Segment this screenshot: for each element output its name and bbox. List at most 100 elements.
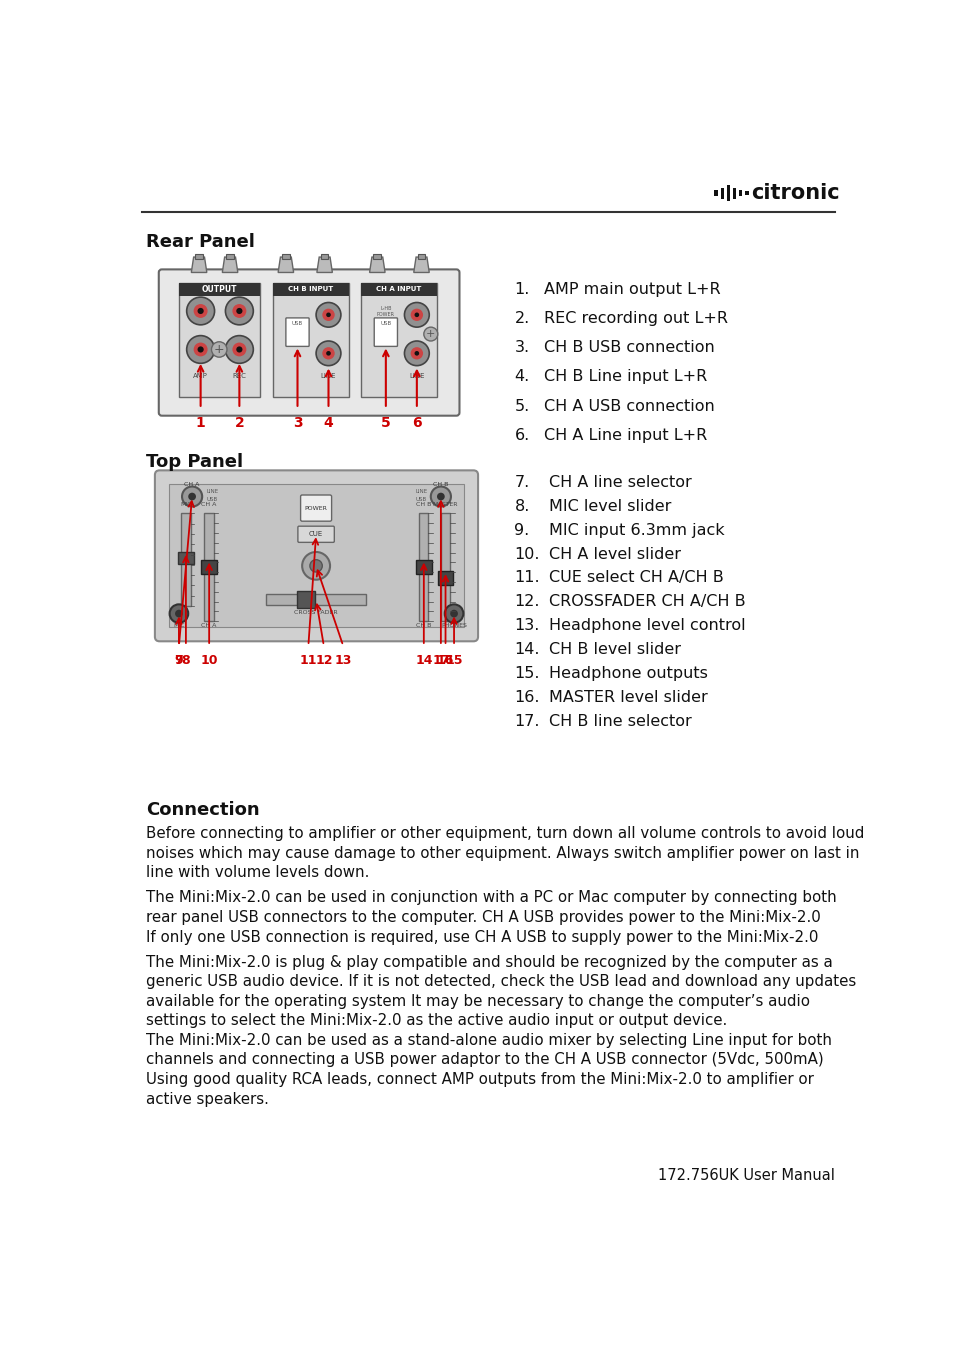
Polygon shape (192, 257, 207, 272)
Circle shape (436, 492, 444, 501)
Circle shape (415, 313, 418, 317)
Circle shape (315, 303, 340, 327)
Circle shape (315, 341, 340, 365)
Bar (720, 188, 723, 199)
Text: 11: 11 (299, 653, 316, 667)
Bar (744, 191, 748, 195)
Bar (373, 254, 381, 258)
Polygon shape (414, 257, 429, 272)
FancyBboxPatch shape (297, 526, 334, 543)
Text: LINE: LINE (206, 490, 218, 494)
Text: 10.: 10. (514, 547, 539, 561)
Bar (360, 283, 436, 295)
Polygon shape (369, 257, 385, 272)
FancyBboxPatch shape (154, 471, 477, 641)
Circle shape (174, 610, 183, 617)
Text: 7: 7 (174, 653, 183, 667)
Circle shape (326, 350, 331, 356)
Bar (360, 283, 436, 398)
FancyBboxPatch shape (300, 495, 332, 521)
Text: 12: 12 (314, 653, 333, 667)
Bar (273, 283, 348, 398)
Circle shape (450, 610, 457, 617)
Text: USB: USB (380, 321, 391, 326)
Polygon shape (316, 257, 332, 272)
Bar (732, 188, 736, 199)
Text: REC recording out L+R: REC recording out L+R (543, 311, 727, 326)
Text: 8.: 8. (514, 499, 529, 514)
Circle shape (415, 350, 418, 356)
Circle shape (404, 341, 429, 365)
Text: +: + (213, 342, 224, 356)
Circle shape (410, 348, 422, 360)
Text: MIC: MIC (172, 622, 185, 628)
Text: AMP: AMP (193, 372, 208, 379)
Circle shape (236, 308, 242, 314)
Circle shape (310, 560, 322, 572)
Bar (417, 254, 425, 258)
Bar (418, 514, 428, 621)
Text: 2.: 2. (514, 311, 529, 326)
Text: CH B level slider: CH B level slider (549, 643, 680, 658)
Circle shape (322, 348, 335, 360)
Circle shape (212, 342, 227, 357)
Bar (266, 594, 366, 605)
Text: REC: REC (233, 372, 246, 379)
Text: CH B Line input L+R: CH B Line input L+R (543, 369, 706, 384)
Text: MASTER: MASTER (433, 502, 457, 507)
Text: MIC: MIC (180, 502, 192, 507)
Bar (437, 571, 453, 584)
FancyBboxPatch shape (374, 318, 397, 346)
Text: 15.: 15. (514, 666, 539, 681)
Text: 13.: 13. (514, 618, 539, 633)
Bar (320, 254, 328, 258)
Text: 10: 10 (200, 653, 217, 667)
Circle shape (197, 346, 204, 353)
Circle shape (187, 298, 214, 325)
Text: PHONES: PHONES (440, 622, 467, 628)
Text: citronic: citronic (751, 183, 840, 203)
Text: LINE: LINE (320, 372, 335, 379)
Circle shape (423, 327, 437, 341)
Text: 1: 1 (195, 417, 205, 430)
Text: CH A line selector: CH A line selector (549, 475, 691, 490)
Circle shape (444, 605, 463, 622)
Text: 4.: 4. (514, 369, 529, 384)
Circle shape (225, 298, 253, 325)
Circle shape (326, 313, 331, 317)
Text: CH A Line input L+R: CH A Line input L+R (543, 428, 706, 442)
Text: USB: USB (206, 497, 217, 502)
Text: 16: 16 (436, 653, 454, 667)
Circle shape (322, 308, 335, 321)
Text: MIC level slider: MIC level slider (549, 499, 671, 514)
Bar (201, 560, 216, 574)
Text: 11.: 11. (514, 571, 539, 586)
Text: Before connecting to amplifier or other equipment, turn down all volume controls: Before connecting to amplifier or other … (146, 827, 863, 881)
Text: CH B: CH B (416, 622, 431, 628)
Circle shape (404, 303, 429, 327)
Bar (739, 189, 741, 196)
Text: 14: 14 (415, 653, 432, 667)
Circle shape (170, 605, 188, 622)
Bar (282, 254, 290, 258)
Text: 17.: 17. (514, 713, 539, 729)
Bar (440, 514, 450, 621)
Bar (179, 283, 260, 398)
Bar (226, 254, 233, 258)
Circle shape (431, 487, 451, 506)
Text: CROSS FADER: CROSS FADER (294, 610, 337, 614)
Text: CUE: CUE (309, 532, 323, 537)
Polygon shape (222, 257, 237, 272)
Text: USB: USB (415, 497, 426, 502)
Text: 16.: 16. (514, 690, 539, 705)
Text: Top Panel: Top Panel (146, 453, 243, 471)
Text: 172.756UK User Manual: 172.756UK User Manual (658, 1168, 835, 1183)
Text: CUE select CH A/CH B: CUE select CH A/CH B (549, 571, 723, 586)
Bar (416, 560, 431, 574)
Text: 17: 17 (432, 653, 449, 667)
Circle shape (233, 342, 246, 356)
Circle shape (193, 342, 208, 356)
Text: 7.: 7. (514, 475, 529, 490)
Circle shape (193, 304, 208, 318)
Text: Headphone level control: Headphone level control (549, 618, 745, 633)
